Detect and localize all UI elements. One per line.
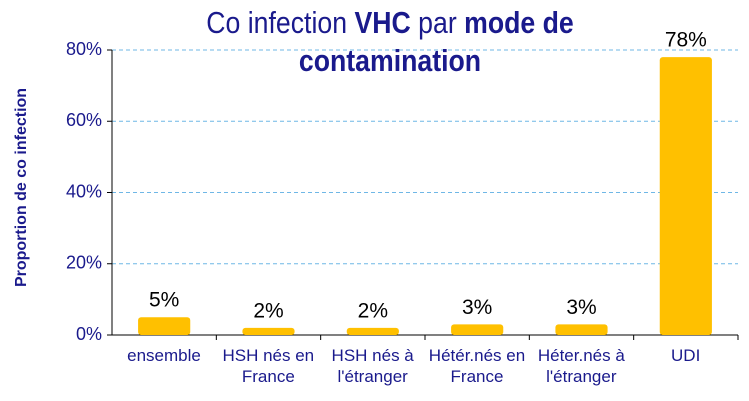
y-tick-label: 80% bbox=[66, 39, 102, 59]
x-tick-label: UDI bbox=[671, 346, 701, 365]
chart-title: Co infection VHC par mode de contaminati… bbox=[192, 4, 588, 80]
y-tick-label: 20% bbox=[66, 253, 102, 273]
x-tick-label: HSH nés à l'étranger bbox=[331, 346, 414, 386]
bar bbox=[346, 327, 399, 335]
title-part: Co infection bbox=[206, 5, 348, 40]
y-tick-label: 40% bbox=[66, 181, 102, 201]
title-part: VHC bbox=[354, 5, 411, 40]
value-label: 78% bbox=[665, 29, 707, 52]
value-label: 5% bbox=[149, 289, 179, 312]
x-tick-label: Héter.nés à l'étranger bbox=[537, 346, 625, 386]
y-tick-label: 0% bbox=[76, 324, 102, 344]
value-label: 3% bbox=[462, 296, 492, 319]
value-label: 3% bbox=[566, 296, 596, 319]
value-label: 2% bbox=[253, 299, 283, 322]
y-axis-title: Proportion de co infection bbox=[13, 88, 30, 287]
x-tick-label: HSH nés en France bbox=[222, 346, 315, 386]
x-tick-label: ensemble bbox=[127, 346, 201, 365]
bar bbox=[659, 57, 712, 335]
title-part: par bbox=[418, 5, 457, 40]
bar bbox=[138, 317, 191, 335]
bar bbox=[555, 324, 608, 335]
y-tick-label: 60% bbox=[66, 110, 102, 130]
x-tick-label: Hétér.nés en France bbox=[428, 346, 526, 386]
bar bbox=[242, 327, 295, 335]
title-part: mode de contamination bbox=[298, 5, 574, 78]
bar bbox=[451, 324, 504, 335]
value-label: 2% bbox=[358, 299, 388, 322]
